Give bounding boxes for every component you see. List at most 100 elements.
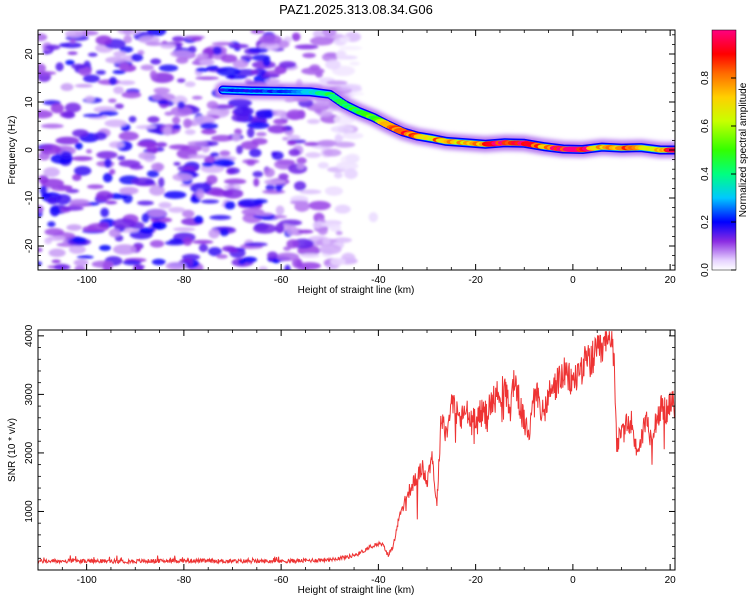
noise-blob (246, 127, 255, 138)
noise-blob (168, 206, 186, 213)
noise-blob (312, 30, 324, 38)
x-tick-label: -80 (177, 275, 192, 286)
x-tick-label: -60 (274, 575, 289, 586)
noise-blob (244, 242, 268, 247)
noise-blob (242, 256, 258, 263)
noise-blob (249, 148, 262, 158)
noise-blob (163, 126, 172, 136)
noise-blob (72, 173, 82, 181)
noise-blob (83, 74, 100, 83)
noise-blob (329, 223, 342, 232)
noise-blob (232, 133, 241, 142)
noise-blob (299, 189, 322, 195)
noise-blob (201, 162, 214, 168)
noise-blob (153, 87, 171, 94)
noise-blob (62, 111, 76, 119)
snr-panel: -100 -80 -60 -40 -20 0 20 1000 2000 3000 4000 Heig… (7, 324, 676, 596)
noise-blob (50, 103, 65, 114)
noise-blob (329, 257, 346, 266)
noise-blob (335, 230, 343, 236)
noise-blob (105, 56, 126, 64)
x-tick-label: 0 (570, 575, 576, 586)
noise-blob (308, 200, 331, 211)
noise-blob (177, 101, 186, 109)
noise-blob (155, 142, 168, 148)
noise-blob (333, 114, 355, 125)
noise-blob (368, 212, 379, 223)
noise-blob (253, 177, 260, 187)
noise-blob (164, 240, 185, 246)
noise-blob (338, 45, 363, 51)
noise-blob (96, 151, 118, 159)
x-tick-label: -40 (371, 275, 386, 286)
noise-blob (78, 66, 92, 77)
noise-blob (275, 205, 285, 215)
noise-blob (222, 188, 244, 199)
noise-blob (287, 140, 297, 146)
noise-blob (182, 237, 193, 246)
noise-blob (227, 167, 240, 175)
noise-blob (117, 30, 142, 35)
noise-blob (39, 144, 62, 155)
y-tick-label: 2000 (24, 441, 35, 464)
colorbar-label: Normalized spectral amplitude (738, 82, 749, 217)
noise-blob (135, 125, 157, 130)
noise-blob (271, 151, 284, 161)
noise-blob (84, 95, 95, 103)
noise-blob (168, 144, 190, 150)
noise-blob (267, 124, 287, 134)
noise-blob (255, 212, 273, 217)
noise-blob (231, 43, 249, 49)
noise-blob (268, 179, 287, 185)
noise-blob (60, 83, 74, 92)
noise-blob (39, 185, 48, 195)
noise-blob (170, 50, 194, 58)
noise-blob (290, 200, 309, 205)
noise-blob (223, 178, 247, 185)
noise-blob (108, 76, 117, 86)
noise-blob (246, 159, 256, 166)
noise-blob (258, 34, 282, 45)
noise-blob (198, 243, 209, 253)
noise-blob (333, 172, 343, 179)
noise-blob (184, 129, 196, 135)
noise-blob (118, 131, 139, 141)
noise-blob (149, 185, 165, 196)
noise-blob (334, 204, 351, 214)
noise-blob (187, 141, 209, 146)
y-tick-label: -20 (24, 238, 35, 253)
y-tick-label: 1000 (24, 500, 35, 523)
noise-blob (131, 177, 154, 186)
noise-blob (293, 181, 307, 191)
noise-blob (99, 244, 112, 251)
noise-blob (258, 266, 268, 270)
noise-blob (48, 248, 66, 258)
noise-blob (219, 228, 229, 237)
noise-blob (342, 127, 350, 133)
noise-blob (265, 183, 275, 192)
noise-blob (139, 227, 155, 234)
noise-blob (150, 58, 162, 65)
noise-blobs (38, 30, 379, 270)
noise-blob (104, 119, 128, 128)
noise-blob (45, 44, 61, 50)
noise-blob (122, 259, 142, 266)
noise-blob (265, 78, 281, 85)
noise-blob (55, 136, 80, 145)
colorbar: 0.0 0.2 0.4 0.6 0.8 Normalized spectral ampl… (700, 29, 749, 277)
noise-blob (140, 64, 155, 71)
noise-blob (206, 100, 219, 110)
noise-blob (255, 110, 272, 120)
noise-blob (74, 142, 83, 150)
noise-blob (118, 80, 136, 86)
spectrogram-ylabel: Frequency (Hz) (7, 116, 18, 185)
noise-blob (69, 198, 90, 205)
noise-blob (264, 167, 275, 178)
noise-blob (187, 154, 208, 159)
noise-blob (72, 237, 87, 244)
noise-blob (224, 201, 236, 210)
y-tick-label: 10 (24, 96, 35, 108)
noise-blob (68, 245, 86, 254)
noise-blob (170, 106, 193, 117)
noise-blob (137, 200, 154, 206)
